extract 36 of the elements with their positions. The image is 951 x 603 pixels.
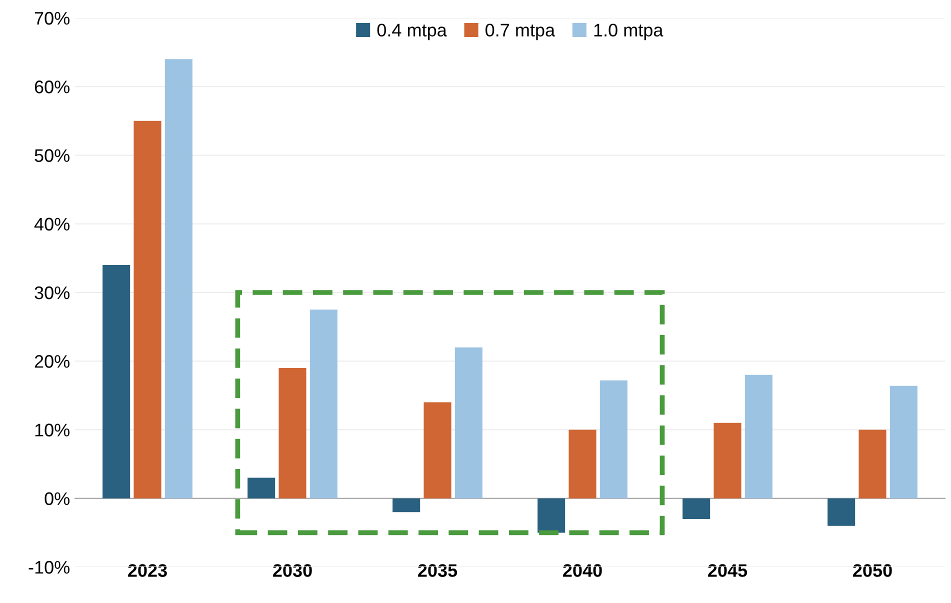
x-tick-label: 2030 [273, 564, 312, 577]
y-tick-label: 10% [35, 424, 70, 436]
y-tick-label: 40% [34, 218, 70, 231]
y-tick-label: 70% [34, 12, 70, 25]
x-tick-label: 2035 [418, 564, 458, 577]
bar [278, 368, 306, 498]
y-tick-label: 20% [34, 355, 70, 368]
y-tick-label: -10% [28, 560, 70, 574]
legend-label: 0.7 mtpa [486, 24, 556, 40]
legend-label: 0.4 mtpa [377, 24, 447, 40]
bar [682, 498, 710, 519]
bar [858, 430, 886, 498]
bar [714, 422, 742, 498]
y-tick-label: 50% [34, 149, 70, 162]
bar [248, 478, 276, 498]
bar [454, 347, 482, 498]
y-tick-label: 30% [34, 286, 70, 300]
x-tick-label: 2050 [853, 564, 892, 577]
bar [102, 265, 130, 498]
bar [538, 498, 566, 533]
x-tick-label: 2045 [708, 564, 748, 577]
bar [744, 374, 772, 498]
bar [890, 386, 918, 498]
legend-label: 1.0 mtpa [594, 24, 664, 40]
bar [828, 498, 856, 526]
bar [392, 498, 420, 512]
bar [134, 120, 162, 498]
bar [600, 380, 628, 498]
bar [568, 430, 596, 498]
x-tick-label: 2023 [128, 564, 167, 577]
bar [164, 59, 192, 498]
y-tick-label: 60% [34, 80, 70, 94]
bar [424, 402, 452, 498]
bar [310, 310, 338, 498]
y-tick-label: 0% [44, 492, 70, 506]
x-tick-label: 2040 [563, 564, 602, 577]
